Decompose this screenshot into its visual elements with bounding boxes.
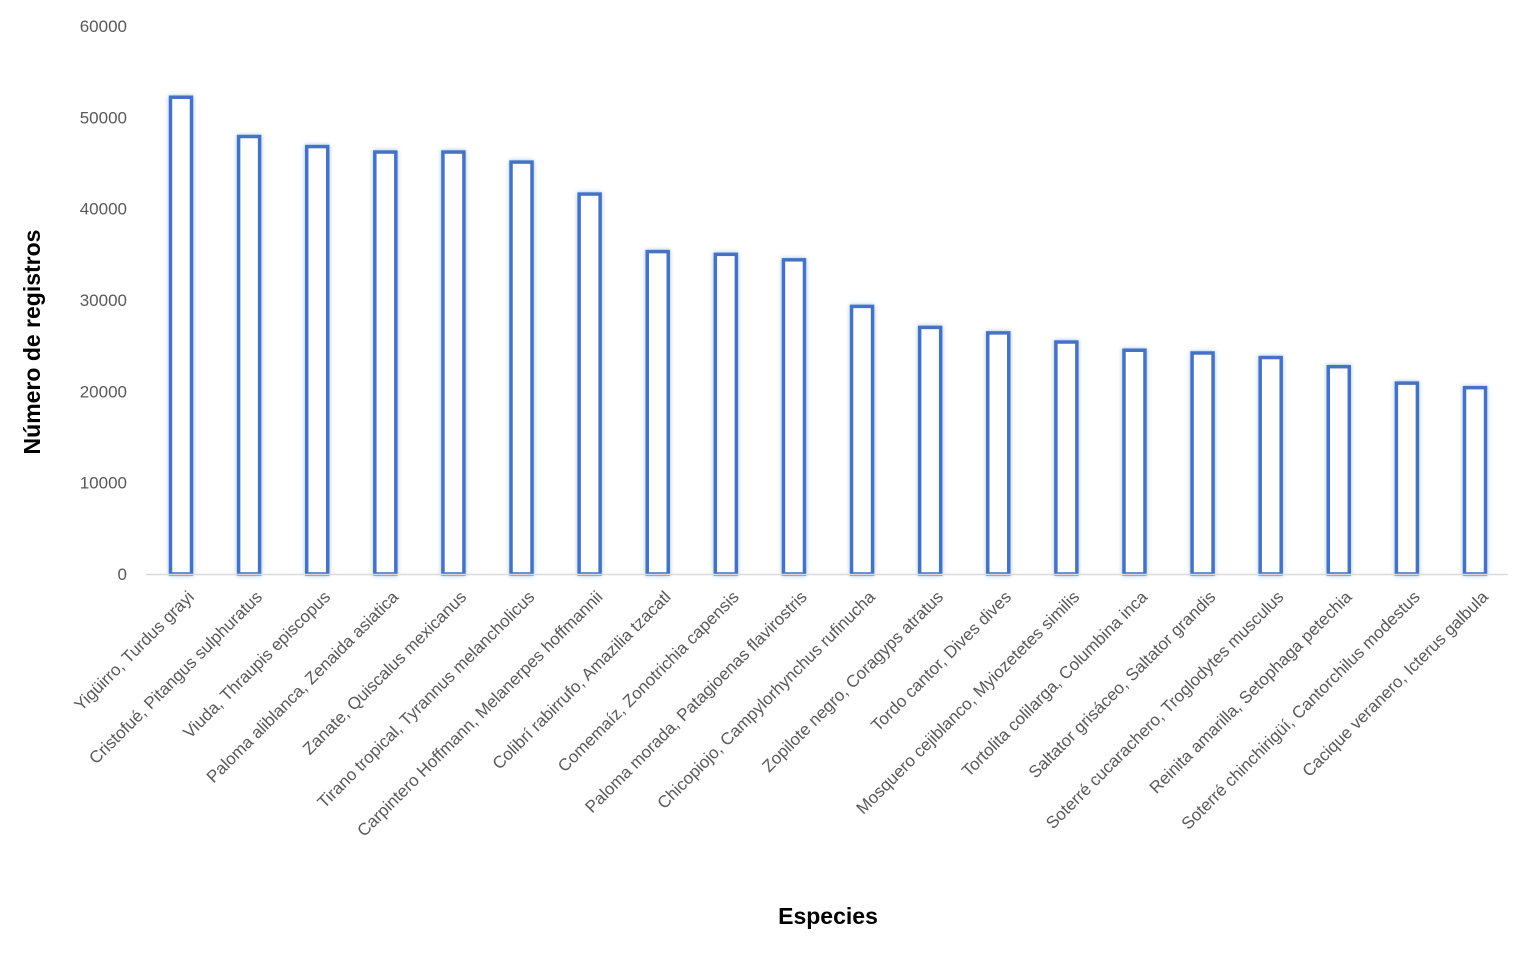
bar — [1462, 385, 1488, 576]
bar — [781, 258, 807, 576]
x-category-label: Soterré cucarachero, Troglodytes musculu… — [1042, 587, 1287, 832]
bar — [1326, 364, 1352, 576]
y-tick-label: 30000 — [80, 291, 127, 310]
bar — [917, 325, 943, 576]
bar — [1258, 355, 1283, 576]
bar — [1190, 351, 1215, 576]
bar — [1394, 381, 1420, 576]
bar — [373, 150, 398, 576]
y-tick-label: 60000 — [80, 17, 127, 36]
x-category-label: Carpintero Hoffmann, Melanerpes hoffmann… — [354, 587, 607, 840]
x-axis-title: Especies — [778, 903, 878, 929]
bars — [168, 95, 1488, 576]
y-axis-title: Número de registros — [19, 230, 45, 455]
y-tick-label: 10000 — [80, 474, 127, 493]
bar — [236, 134, 262, 576]
x-category-label: Tordo cantor, Dives dives — [867, 587, 1015, 735]
bar — [849, 304, 875, 576]
y-axis-ticks: 0 10000 20000 30000 40000 50000 60000 — [80, 17, 127, 584]
bar — [509, 160, 534, 576]
bar — [304, 144, 330, 576]
bar — [713, 252, 739, 576]
y-tick-label: 50000 — [80, 108, 127, 127]
bar — [441, 150, 466, 576]
y-tick-label: 40000 — [80, 200, 127, 219]
x-category-label: Soterré chinchirigüí, Cantorchilus modes… — [1178, 587, 1424, 833]
bar — [1122, 348, 1147, 576]
bar — [986, 331, 1011, 576]
bar — [577, 192, 602, 576]
bar — [168, 95, 194, 576]
y-tick-label: 20000 — [80, 382, 127, 401]
bar — [1054, 340, 1079, 576]
y-tick-label: 0 — [118, 565, 127, 584]
bar — [645, 249, 670, 576]
x-category-label: Yigüirro, Turdus grayi — [71, 587, 198, 714]
